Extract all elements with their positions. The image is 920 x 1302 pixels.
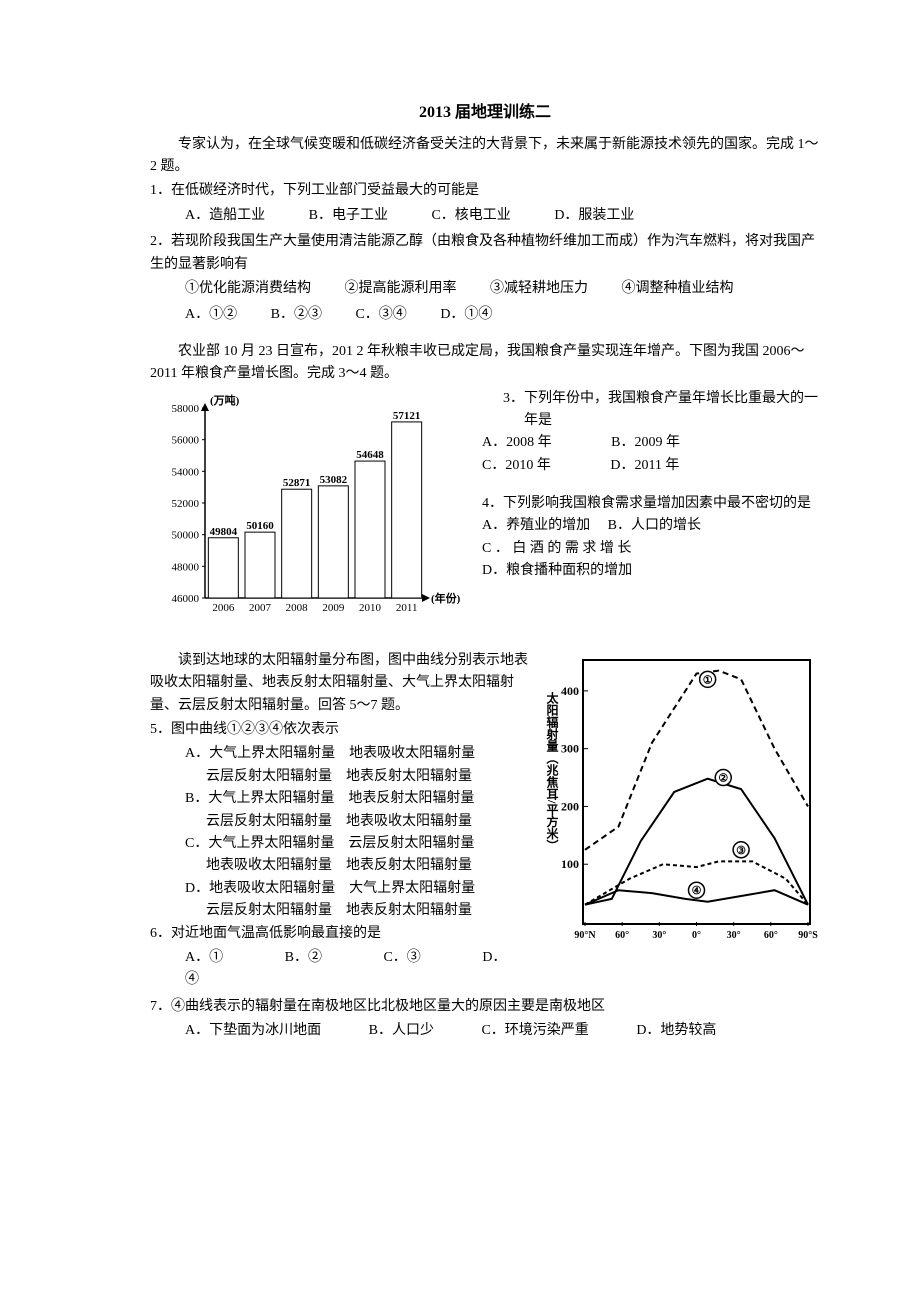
q2-opt-b: B．②③ xyxy=(271,307,322,322)
q4-opt-d: D．粮食播种面积的增加 xyxy=(482,560,820,582)
q3-opt-b: B．2009 年 xyxy=(611,435,680,450)
q5-a2: 云层反射太阳辐射量 地表反射太阳辐射量 xyxy=(150,766,528,788)
svg-text:50160: 50160 xyxy=(246,520,274,532)
intro-2: 农业部 10 月 23 日宣布，201 2 年秋粮丰收已成定局，我国粮食产量实现… xyxy=(150,341,820,386)
svg-text:90°S: 90°S xyxy=(798,930,818,941)
svg-text:①: ① xyxy=(703,674,713,686)
svg-text:48000: 48000 xyxy=(172,561,200,573)
q2-item-1: ①优化能源消费结构 xyxy=(185,281,311,296)
svg-text:④: ④ xyxy=(692,885,702,897)
svg-text:400: 400 xyxy=(561,684,579,698)
question-6: 6．对近地面气温高低影响最直接的是 xyxy=(150,923,528,945)
svg-text:2010: 2010 xyxy=(359,602,382,614)
svg-text:57121: 57121 xyxy=(393,409,421,421)
q6-opt-a: A．① xyxy=(185,950,223,965)
q2-item-2: ②提高能源利用率 xyxy=(345,281,457,296)
svg-text:54648: 54648 xyxy=(356,449,384,461)
q2-items: ①优化能源消费结构 ②提高能源利用率 ③减轻耕地压力 ④调整种植业结构 xyxy=(150,278,820,300)
q5-b2: 云层反射太阳辐射量 地表吸收太阳辐射量 xyxy=(150,811,528,833)
svg-text:50000: 50000 xyxy=(172,529,200,541)
q2-opt-a: A．①② xyxy=(185,307,237,322)
q2-options: A．①② B．②③ C．③④ D．①④ xyxy=(150,304,820,326)
page-title: 2013 届地理训练二 xyxy=(150,100,820,126)
svg-text:2007: 2007 xyxy=(249,602,272,614)
svg-text:52000: 52000 xyxy=(172,498,200,510)
svg-text:60°: 60° xyxy=(615,930,629,941)
q4-opt-a: A．养殖业的增加 xyxy=(482,518,590,533)
svg-text:300: 300 xyxy=(561,742,579,756)
svg-text:②: ② xyxy=(718,772,728,784)
q6-options: A．① B．② C．③ D．④ xyxy=(150,947,528,992)
q5-c1: C．大气上界太阳辐射量 云层反射太阳辐射量 xyxy=(150,833,528,855)
question-1: 1．在低碳经济时代，下列工业部门受益最大的可能是 xyxy=(150,180,820,202)
q7-opt-c: C．环境污染严重 xyxy=(481,1023,588,1038)
svg-text:58000: 58000 xyxy=(172,403,200,415)
svg-text:60°: 60° xyxy=(764,930,778,941)
question-4: 4．下列影响我国粮食需求量增加因素中最不密切的是 xyxy=(482,493,820,515)
svg-text:③: ③ xyxy=(736,845,746,857)
svg-text:太阳辐射量（兆焦耳/平方米）: 太阳辐射量（兆焦耳/平方米） xyxy=(545,690,559,851)
q5-b1: B．大气上界太阳辐射量 地表反射太阳辐射量 xyxy=(150,788,528,810)
svg-text:54000: 54000 xyxy=(172,466,200,478)
q1-opt-a: A．造船工业 xyxy=(185,208,265,223)
svg-text:52871: 52871 xyxy=(283,477,311,489)
q1-opt-d: D．服装工业 xyxy=(554,208,634,223)
q6-opt-d: D．④ xyxy=(185,950,506,987)
q4-opt-c: C ． 白 酒 的 需 求 增 长 xyxy=(482,538,820,560)
q3-opt-c: C．2010 年 xyxy=(482,458,551,473)
q5-c2: 地表吸收太阳辐射量 地表反射太阳辐射量 xyxy=(150,855,528,877)
q5-d1: D．地表吸收太阳辐射量 大气上界太阳辐射量 xyxy=(150,878,528,900)
q4-opt-b: B．人口的增长 xyxy=(608,518,701,533)
q1-options: A．造船工业 B．电子工业 C．核电工业 D．服装工业 xyxy=(150,205,820,227)
svg-text:0°: 0° xyxy=(692,930,701,941)
q7-opt-b: B．人口少 xyxy=(369,1023,434,1038)
q2-opt-c: C．③④ xyxy=(355,307,406,322)
svg-text:49804: 49804 xyxy=(210,525,238,537)
intro-3: 读到达地球的太阳辐射量分布图，图中曲线分别表示地表吸收太阳辐射量、地表反射太阳辐… xyxy=(150,650,528,717)
q5-d2: 云层反射太阳辐射量 地表反射太阳辐射量 xyxy=(150,900,528,922)
svg-text:(年份): (年份) xyxy=(431,591,461,605)
svg-text:(万吨): (万吨) xyxy=(210,393,240,407)
q3-opt-d: D．2011 年 xyxy=(610,458,679,473)
q1-opt-b: B．电子工业 xyxy=(309,208,388,223)
q7-options: A．下垫面为冰川地面 B．人口少 C．环境污染严重 D．地势较高 xyxy=(150,1020,820,1042)
question-7: 7．④曲线表示的辐射量在南极地区比北极地区量大的原因主要是南极地区 xyxy=(150,996,820,1018)
svg-text:30°: 30° xyxy=(727,930,741,941)
radiation-line-chart: 100 200 300 400 90°N 60° 30° 0° 30° 60° 90°S ① ② ③ ④ 太阳… xyxy=(540,650,820,996)
q5-a1: A．大气上界太阳辐射量 地表吸收太阳辐射量 xyxy=(150,743,528,765)
q2-opt-d: D．①④ xyxy=(440,307,492,322)
q2-item-3: ③减轻耕地压力 xyxy=(490,281,588,296)
intro-1: 专家认为，在全球气候变暖和低碳经济备受关注的大背景下，未来属于新能源技术领先的国… xyxy=(150,134,820,179)
q3-opt-a: A．2008 年 xyxy=(482,435,552,450)
svg-text:30°: 30° xyxy=(652,930,666,941)
svg-text:200: 200 xyxy=(561,799,579,813)
svg-text:2008: 2008 xyxy=(286,602,309,614)
question-3: 3．下列年份中，我国粮食产量年增长比重最大的一年是 A．2008 年 B．200… xyxy=(482,388,820,478)
svg-text:2011: 2011 xyxy=(396,602,418,614)
svg-text:2009: 2009 xyxy=(322,602,345,614)
svg-text:46000: 46000 xyxy=(172,593,200,605)
svg-text:2006: 2006 xyxy=(212,602,235,614)
question-2: 2．若现阶段我国生产大量使用清洁能源乙醇（由粮食及各种植物纤维加工而成）作为汽车… xyxy=(150,231,820,276)
q1-opt-c: C．核电工业 xyxy=(431,208,510,223)
svg-text:56000: 56000 xyxy=(172,434,200,446)
q7-opt-a: A．下垫面为冰川地面 xyxy=(185,1023,321,1038)
svg-text:90°N: 90°N xyxy=(574,930,596,941)
q6-opt-b: B．② xyxy=(285,950,322,965)
q7-opt-d: D．地势较高 xyxy=(636,1023,716,1038)
q6-opt-c: C．③ xyxy=(383,950,420,965)
svg-text:100: 100 xyxy=(561,857,579,871)
q3-text: 3．下列年份中，我国粮食产量年增长比重最大的一年是 xyxy=(482,388,820,433)
question-5: 5．图中曲线①②③④依次表示 xyxy=(150,719,528,741)
svg-text:53082: 53082 xyxy=(320,473,348,485)
grain-bar-chart: 46000 48000 50000 52000 54000 56000 58000 (万吨) (… xyxy=(150,388,470,636)
q2-item-4: ④调整种植业结构 xyxy=(622,281,734,296)
